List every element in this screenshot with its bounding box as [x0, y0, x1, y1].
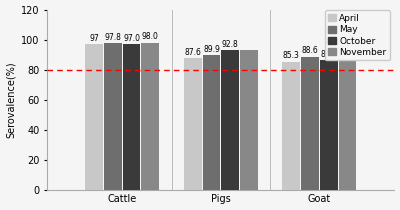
Y-axis label: Serovalence(%): Serovalence(%): [6, 61, 16, 138]
Bar: [282, 62, 300, 190]
Bar: [221, 50, 239, 190]
Bar: [202, 55, 220, 190]
Bar: [85, 44, 103, 190]
Text: 89.9: 89.9: [203, 45, 220, 54]
Bar: [142, 43, 159, 190]
Bar: [320, 60, 338, 190]
Bar: [123, 44, 140, 190]
Text: 98.0: 98.0: [142, 32, 159, 41]
Text: 97.0: 97.0: [123, 34, 140, 43]
Bar: [240, 50, 258, 190]
Bar: [301, 57, 319, 190]
Bar: [184, 58, 202, 190]
Text: 90.2: 90.2: [339, 44, 356, 53]
Bar: [104, 43, 122, 190]
Text: 85.3: 85.3: [283, 51, 300, 60]
Text: 88.6: 88.6: [302, 46, 318, 55]
Text: 97: 97: [89, 34, 99, 43]
Bar: [339, 54, 356, 190]
Text: 92.8: 92.8: [222, 40, 238, 49]
Legend: April, May, October, November: April, May, October, November: [325, 10, 390, 60]
Text: 86.3: 86.3: [320, 50, 337, 59]
Text: 97.8: 97.8: [104, 33, 121, 42]
Text: 87.6: 87.6: [184, 48, 201, 57]
